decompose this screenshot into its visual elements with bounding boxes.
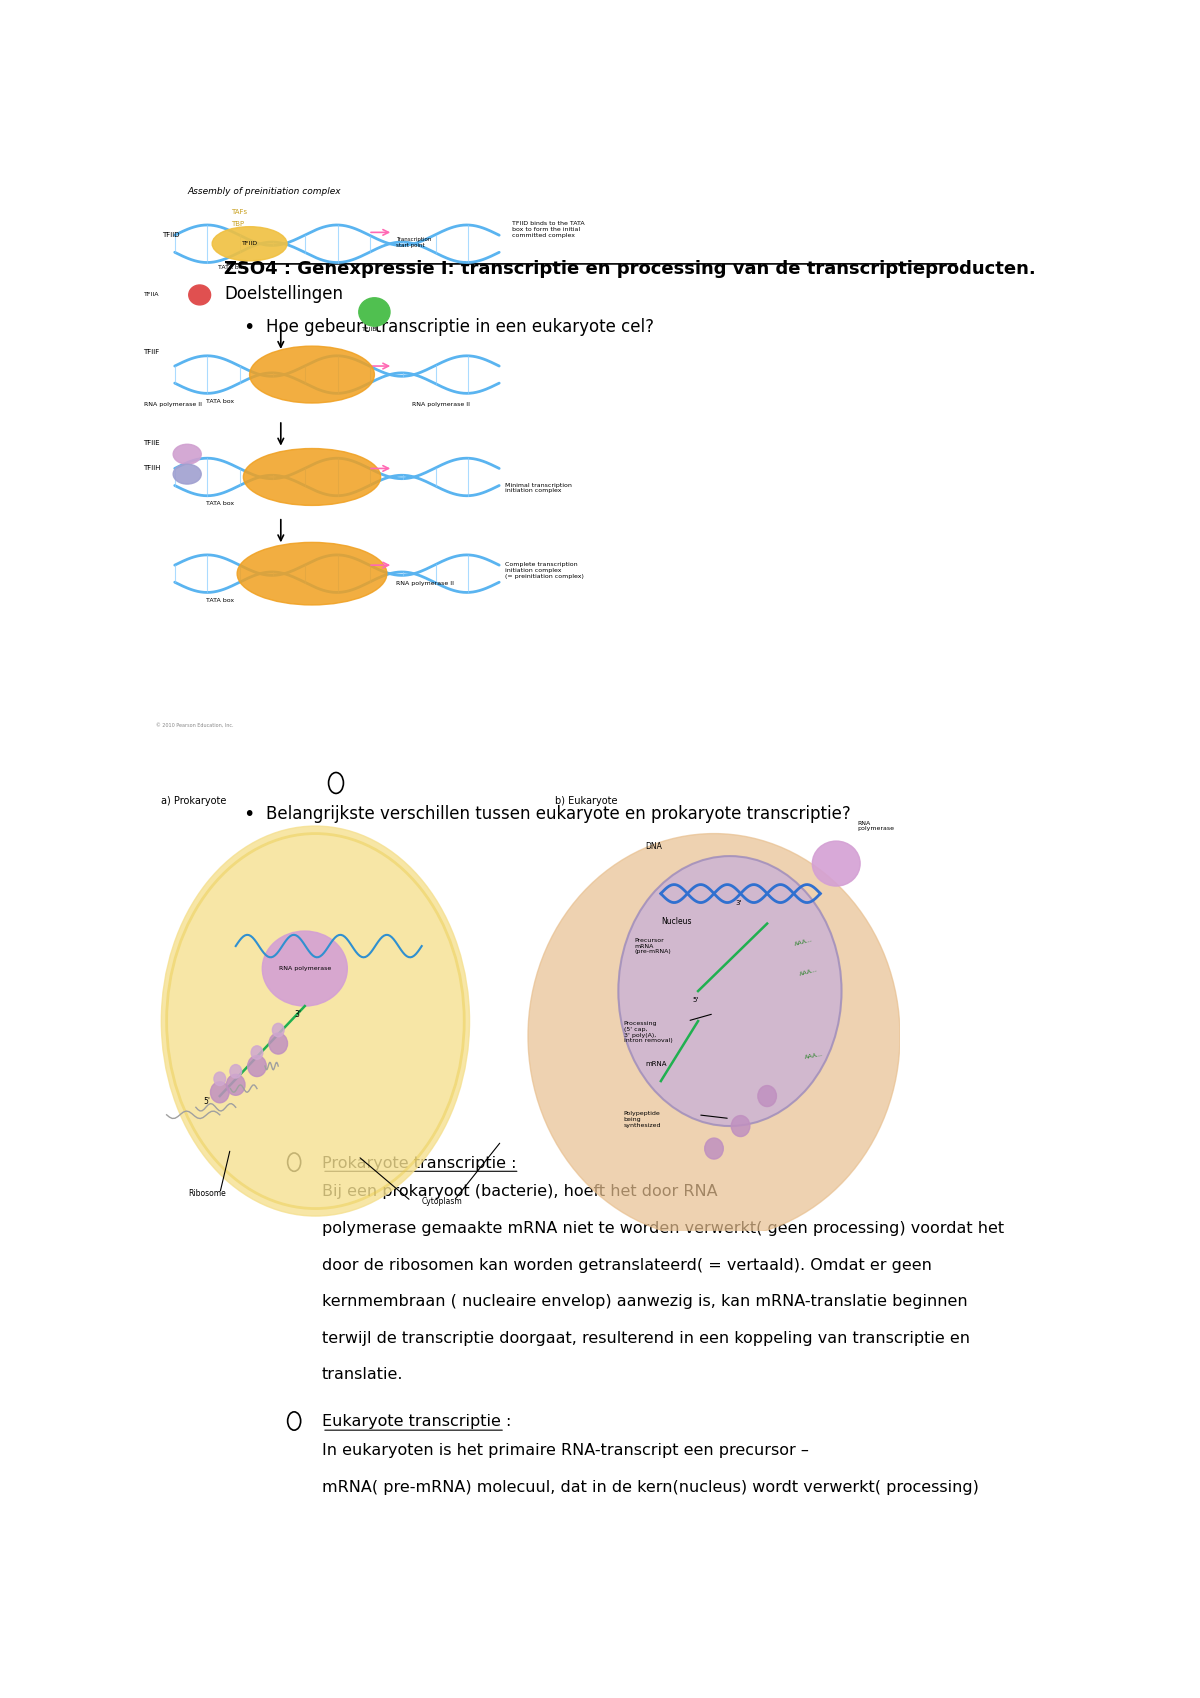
Ellipse shape [161,827,469,1216]
Text: 3': 3' [294,1010,301,1019]
Text: AAA...: AAA... [799,968,818,976]
Text: TFIIA: TFIIA [144,292,160,297]
Ellipse shape [173,464,202,484]
Ellipse shape [731,1116,750,1136]
Text: RNA polymerase II: RNA polymerase II [412,402,470,408]
Text: Prokaryote transcriptie :: Prokaryote transcriptie : [322,1156,516,1170]
Text: Polypeptide
being
synthesized: Polypeptide being synthesized [624,1110,661,1127]
Ellipse shape [251,1046,263,1060]
Ellipse shape [212,228,287,261]
Text: TFIID: TFIID [162,233,180,238]
Ellipse shape [269,1032,288,1054]
Text: DNA: DNA [644,842,661,851]
Ellipse shape [214,1071,226,1085]
Text: TFIIB: TFIIB [362,326,378,331]
Text: 3': 3' [736,900,742,905]
Ellipse shape [263,931,347,1005]
Text: kernmembraan ( nucleaire envelop) aanwezig is, kan mRNA-translatie beginnen: kernmembraan ( nucleaire envelop) aanwez… [322,1294,967,1309]
Text: polymerase gemaakte mRNA niet te worden verwerkt( geen processing) voordat het: polymerase gemaakte mRNA niet te worden … [322,1221,1004,1236]
Text: Complete transcription
initiation complex
(= preinitiation complex): Complete transcription initiation comple… [505,562,584,579]
Ellipse shape [272,1024,284,1037]
Text: Nucleus: Nucleus [661,917,691,925]
Ellipse shape [227,1075,245,1095]
Ellipse shape [758,1085,776,1107]
Text: Precursor
mRNA
(pre-mRNA): Precursor mRNA (pre-mRNA) [635,937,671,954]
Text: TFIIE: TFIIE [144,440,160,447]
Text: RNA
polymerase: RNA polymerase [858,820,894,832]
Text: RNA polymerase II: RNA polymerase II [144,402,202,408]
Text: Bij een prokaryoot (bacterie), hoeft het door RNA: Bij een prokaryoot (bacterie), hoeft het… [322,1185,718,1199]
Text: Processing
(5' cap,
3' poly(A),
intron removal): Processing (5' cap, 3' poly(A), intron r… [624,1020,672,1044]
Ellipse shape [618,856,841,1126]
Text: •: • [242,318,254,336]
Text: Doelstellingen: Doelstellingen [224,285,343,302]
Ellipse shape [812,841,860,886]
Text: TFIID binds to the TATA
box to form the initial
committed complex: TFIID binds to the TATA box to form the … [511,221,584,238]
Text: RNA polymerase II: RNA polymerase II [396,581,455,586]
Text: TATA box: TATA box [206,399,234,404]
Ellipse shape [250,346,374,402]
Text: door de ribosomen kan worden getranslateerd( = vertaald). Omdat er geen: door de ribosomen kan worden getranslate… [322,1258,932,1272]
Text: a) Prokaryote: a) Prokaryote [161,796,227,807]
Text: AAA...: AAA... [793,937,814,947]
Text: TFIID: TFIID [241,241,258,246]
Text: TAFs: TAFs [230,209,247,216]
Text: •: • [242,805,254,824]
Ellipse shape [704,1138,724,1160]
Text: Assembly of preinitiation complex: Assembly of preinitiation complex [187,187,341,195]
Ellipse shape [210,1082,229,1102]
Text: TATA box: TATA box [206,501,234,506]
Ellipse shape [188,285,211,306]
Text: Minimal transcription
initiation complex: Minimal transcription initiation complex [505,482,572,494]
Ellipse shape [359,297,390,326]
Ellipse shape [528,834,900,1238]
Text: mRNA( pre-mRNA) molecuul, dat in de kern(nucleus) wordt verwerkt( processing): mRNA( pre-mRNA) molecuul, dat in de kern… [322,1481,979,1494]
Text: Eukaryote transcriptie :: Eukaryote transcriptie : [322,1414,511,1430]
Ellipse shape [230,1065,241,1078]
Text: mRNA: mRNA [644,1061,666,1066]
Text: b) Eukaryote: b) Eukaryote [554,796,617,807]
Text: TFIIF: TFIIF [144,348,160,355]
Ellipse shape [244,448,380,506]
Text: terwijl de transcriptie doorgaat, resulterend in een koppeling van transcriptie : terwijl de transcriptie doorgaat, result… [322,1331,970,1347]
Ellipse shape [247,1056,266,1077]
Text: RNA polymerase: RNA polymerase [278,966,331,971]
Text: Belangrijkste verschillen tussen eukaryote en prokaryote transcriptie?: Belangrijkste verschillen tussen eukaryo… [266,805,851,824]
Text: Transcription
start point: Transcription start point [396,236,432,248]
Text: © 2010 Pearson Education, Inc.: © 2010 Pearson Education, Inc. [156,723,234,728]
Ellipse shape [173,445,202,464]
Text: 5': 5' [692,997,698,1004]
Text: TATA box: TATA box [206,598,234,603]
Text: AAA...: AAA... [804,1051,823,1060]
Text: ZSO4 : Genexpressie I: transcriptie en processing van de transcriptieproducten.: ZSO4 : Genexpressie I: transcriptie en p… [224,260,1036,278]
Text: In eukaryoten is het primaire RNA-transcript een precursor –: In eukaryoten is het primaire RNA-transc… [322,1443,809,1459]
Text: Cytoplasm: Cytoplasm [421,1197,462,1206]
Text: 5': 5' [204,1097,211,1105]
Text: TFIIH: TFIIH [144,465,161,472]
Text: Hoe gebeurt transcriptie in een eukaryote cel?: Hoe gebeurt transcriptie in een eukaryot… [266,318,654,336]
Text: translatie.: translatie. [322,1367,403,1382]
Ellipse shape [238,542,386,604]
Text: Ribosome: Ribosome [188,1189,226,1199]
Text: TATA box: TATA box [218,265,246,270]
Text: TBP: TBP [230,221,244,228]
